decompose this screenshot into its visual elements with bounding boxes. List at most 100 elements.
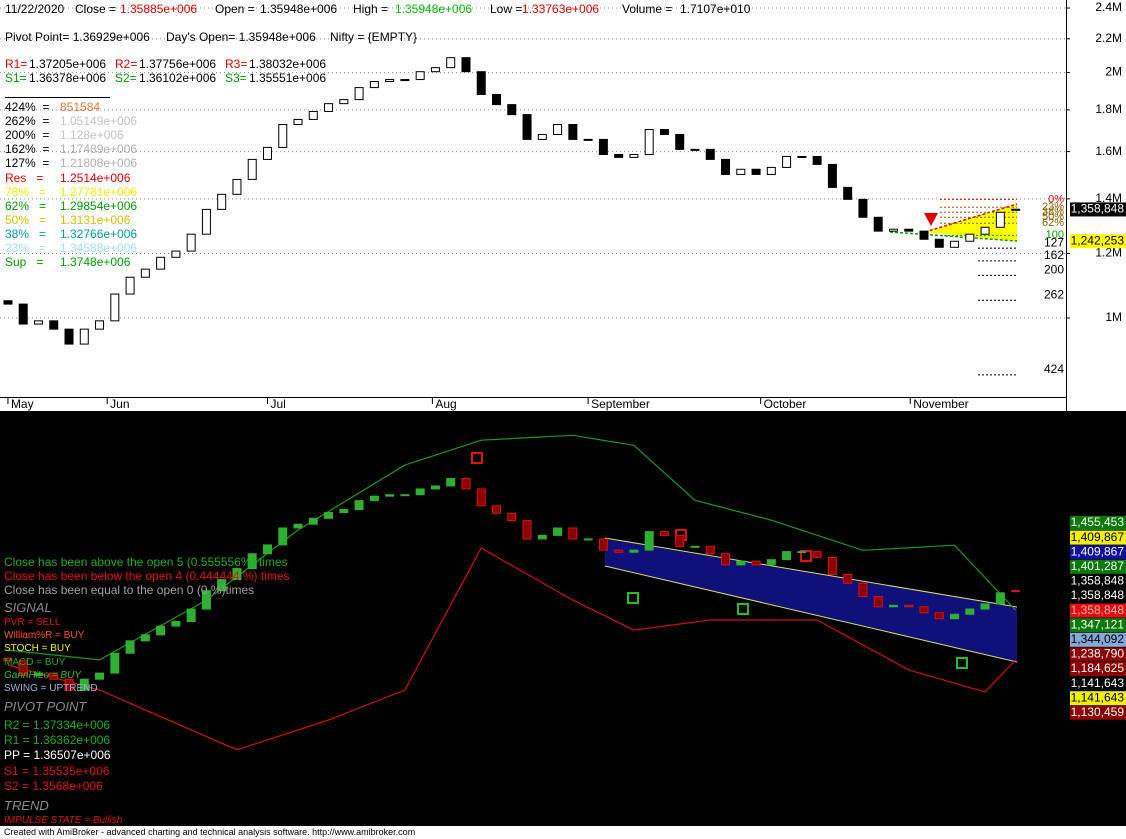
y-tick-label: 1.6M <box>1095 144 1122 158</box>
candle <box>186 233 196 252</box>
candle <box>278 124 288 148</box>
candle <box>476 71 486 95</box>
fib-name: 127% = <box>5 156 50 171</box>
retracement-label: 0% <box>1048 193 1064 205</box>
candle <box>553 124 563 136</box>
candle <box>614 549 624 553</box>
candle <box>125 640 135 654</box>
swing-high <box>471 452 483 464</box>
x-tick-label: October <box>764 397 807 411</box>
price-label-box <box>1070 603 1126 618</box>
candle <box>369 81 379 89</box>
candle <box>262 544 272 555</box>
candle <box>782 551 792 561</box>
quote-value: 1.33763e+006 <box>522 2 600 16</box>
candle <box>492 93 502 106</box>
retracement-label: 100 <box>1046 229 1064 241</box>
candle <box>568 124 578 140</box>
candle <box>553 527 563 536</box>
price-label: 1,358,848 <box>1071 603 1125 617</box>
candle <box>812 155 822 165</box>
support-value: 1.35551e+006 <box>249 71 327 85</box>
candle <box>736 168 746 175</box>
price-box <box>1070 202 1126 217</box>
y-tick-label: 1.2M <box>1095 246 1122 260</box>
signal: MACD = BUY <box>4 656 66 668</box>
candle <box>369 495 379 502</box>
candle <box>690 148 700 151</box>
candle <box>232 568 242 581</box>
fib-value: 1.3748e+006 <box>60 255 131 270</box>
candle <box>995 211 1005 228</box>
candle <box>629 549 639 553</box>
candle <box>125 276 135 295</box>
candle <box>415 71 425 81</box>
candle <box>461 478 471 490</box>
price-label-box <box>1070 530 1126 545</box>
candle <box>217 193 227 210</box>
candle <box>675 534 685 547</box>
candle <box>415 488 425 496</box>
channel-edge <box>604 537 1018 608</box>
price-label-box <box>1070 618 1126 633</box>
price-label: 1,409,867 <box>1071 530 1125 544</box>
resistance-value: 1.37205e+006 <box>29 57 107 71</box>
fib-name: 162% = <box>5 142 50 157</box>
candle <box>308 110 318 120</box>
upper-panel-bg <box>0 0 1126 412</box>
candle <box>278 527 288 546</box>
signal: William%R = BUY <box>4 630 85 642</box>
pivot: R2 = 1.37334e+006 <box>4 718 111 732</box>
candle <box>64 328 74 345</box>
candle <box>110 293 120 322</box>
signal: GannHiLo = BUY <box>4 669 81 681</box>
candle <box>293 523 303 529</box>
support-label: S2= <box>115 71 137 85</box>
fib-name: 23% = <box>5 241 47 255</box>
resistance-label: R3= <box>225 57 248 71</box>
price-label-box <box>1070 589 1126 603</box>
candle <box>827 556 837 575</box>
support-label: S3= <box>225 71 247 85</box>
candle <box>690 545 700 548</box>
price-label: 1,455,453 <box>1071 515 1125 529</box>
candle <box>522 520 532 540</box>
price-label: 1,130,459 <box>1071 705 1125 719</box>
quote-value: 1.35885e+006 <box>120 2 198 16</box>
candle <box>461 57 471 73</box>
y-tick-label: 1.8M <box>1095 102 1122 116</box>
candle <box>400 494 410 497</box>
candle <box>110 652 120 674</box>
y-tick-label: 2.2M <box>1095 31 1122 45</box>
price-label: 1,401,287 <box>1071 559 1125 573</box>
candle <box>598 138 608 155</box>
price-label-box <box>1070 574 1126 589</box>
stat-line: Close has been above the open 5 (0.55555… <box>4 555 288 569</box>
candle <box>446 478 456 487</box>
price-box-label: 1,358,848 <box>1071 202 1125 216</box>
candle <box>95 320 105 330</box>
fib-name: 424% = <box>5 100 50 114</box>
fib-name: 50% = <box>5 212 47 227</box>
candle <box>980 603 990 610</box>
fib-value: 1.34588e+006 <box>60 241 138 255</box>
fib-tag: 127 <box>1044 235 1064 249</box>
price-label-box <box>1070 647 1126 662</box>
candle <box>247 553 257 570</box>
x-tick-label: November <box>913 397 968 411</box>
quote-label: Close = <box>75 2 117 16</box>
candle <box>339 509 349 514</box>
candle <box>156 625 166 636</box>
fib-name: Sup = <box>5 255 44 270</box>
resistance-value: 1.37756e+006 <box>139 57 217 71</box>
y-tick-label: 2M <box>1105 65 1122 79</box>
candle <box>201 590 211 610</box>
quote-value: 1.35948e+006 <box>395 2 473 16</box>
fib-fan <box>925 204 1017 241</box>
candle <box>950 613 960 620</box>
candle <box>79 678 89 691</box>
fib-name: 62% = <box>5 198 47 213</box>
candle <box>797 155 807 158</box>
stat-line: Close has been below the open 4 (0.44444… <box>4 569 290 583</box>
